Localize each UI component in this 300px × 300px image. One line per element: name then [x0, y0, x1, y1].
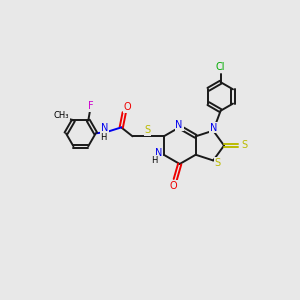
Text: N: N [176, 120, 183, 130]
Text: N: N [210, 123, 218, 133]
Text: H: H [151, 156, 158, 165]
Text: Cl: Cl [216, 62, 225, 72]
Text: O: O [123, 102, 131, 112]
Text: S: S [144, 125, 151, 135]
Text: H: H [100, 133, 106, 142]
Text: F: F [88, 101, 93, 111]
Text: N: N [155, 148, 162, 158]
Text: S: S [242, 140, 248, 150]
Text: S: S [214, 158, 221, 168]
Text: N: N [101, 123, 108, 133]
Text: O: O [170, 181, 178, 191]
Text: CH₃: CH₃ [54, 111, 69, 120]
